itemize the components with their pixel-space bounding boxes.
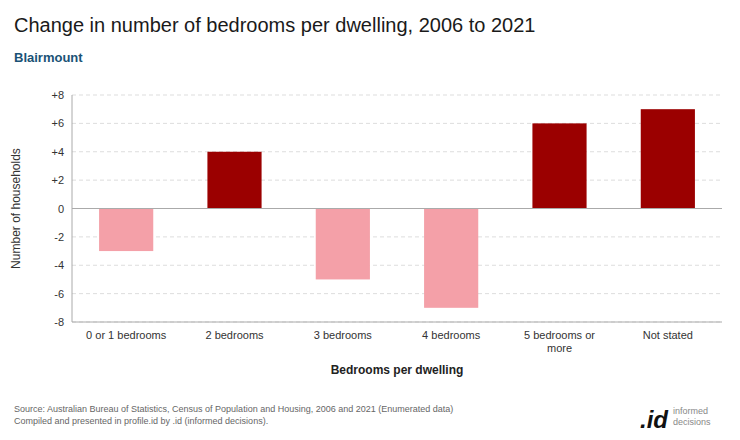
text-line: Not stated — [643, 329, 693, 341]
logo-tagline: informeddecisions — [673, 406, 711, 427]
x-tick-label: 4 bedrooms — [422, 329, 481, 341]
grid-line — [72, 322, 722, 323]
title: Change in number of bedrooms per dwellin… — [14, 14, 535, 36]
text-line: Compiled and presented in profile.id by … — [14, 416, 268, 426]
text-line: 4 bedrooms — [422, 329, 481, 341]
x-tick-label: 0 or 1 bedrooms — [86, 329, 167, 341]
x-axis-line — [72, 322, 722, 323]
y-tick-label: -6 — [54, 288, 64, 300]
background — [0, 0, 740, 440]
y-tick-label: -8 — [54, 316, 64, 328]
y-tick-label: -2 — [54, 231, 64, 243]
subtitle: Blairmount — [14, 50, 83, 65]
bar — [532, 123, 586, 208]
bar — [99, 209, 153, 252]
text-line: 5 bedrooms or — [524, 329, 595, 341]
grid-line — [72, 123, 722, 124]
text-line: 2 bedrooms — [205, 329, 264, 341]
grid-line — [72, 180, 722, 181]
grid-line — [72, 265, 722, 266]
y-tick-label: +6 — [51, 117, 64, 129]
y-tick-label: +4 — [51, 146, 64, 158]
y-tick-label: -4 — [54, 259, 64, 271]
bar — [207, 152, 261, 209]
logo: .id — [640, 406, 669, 433]
grid — [72, 95, 722, 322]
x-axis-label: Bedrooms per dwelling — [331, 363, 464, 377]
grid-line — [72, 151, 722, 152]
bar — [316, 209, 370, 280]
y-ticks: -8 -6 -4 -2 0 +2 +4 +6 +8 — [51, 89, 64, 328]
x-ticks: 0 or 1 bedrooms 2 bedrooms 3 bedrooms 4 bed… — [86, 329, 693, 354]
y-tick-label: +2 — [51, 174, 64, 186]
text-line: informed — [673, 406, 708, 416]
y-tick-label: 0 — [58, 203, 64, 215]
text-line: decisions — [673, 417, 711, 427]
chart-svg: Change in number of bedrooms per dwellin… — [0, 0, 740, 440]
text-line: more — [547, 342, 572, 354]
text-line: 0 or 1 bedrooms — [86, 329, 167, 341]
zero-line — [72, 208, 722, 209]
grid-line — [72, 95, 722, 96]
grid-line — [72, 236, 722, 237]
x-tick-label: 2 bedrooms — [205, 329, 264, 341]
x-tick-label: 5 bedrooms ormore — [524, 329, 595, 354]
x-tick-label: 3 bedrooms — [314, 329, 373, 341]
grid-line — [72, 208, 722, 209]
text-line: 3 bedrooms — [314, 329, 373, 341]
chart-container: Change in number of bedrooms per dwellin… — [0, 0, 740, 440]
source-note: Source: Australian Bureau of Statistics,… — [14, 404, 453, 426]
text-line: Source: Australian Bureau of Statistics,… — [14, 404, 453, 414]
grid-line — [72, 293, 722, 294]
bar — [641, 109, 695, 208]
bar — [424, 209, 478, 308]
y-axis-label: Number of households — [9, 148, 23, 269]
y-axis-line — [72, 95, 73, 322]
y-tick-label: +8 — [51, 89, 64, 101]
x-tick-label: Not stated — [643, 329, 693, 341]
